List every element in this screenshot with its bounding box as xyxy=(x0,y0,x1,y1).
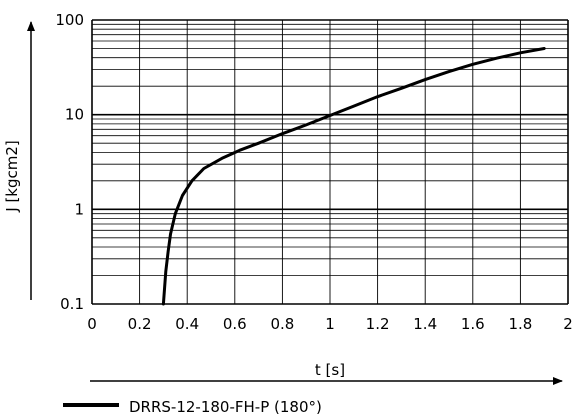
y-tick-label: 0.1 xyxy=(60,295,84,313)
x-tick-label: 1.2 xyxy=(366,315,390,333)
y-tick-label: 1 xyxy=(74,200,84,218)
y-axis-label: J [kgcm2] xyxy=(3,140,21,213)
x-tick-label: 1.8 xyxy=(508,315,532,333)
x-tick-label: 2 xyxy=(563,315,573,333)
legend: DRRS-12-180-FH-P (180°) xyxy=(63,398,322,416)
y-tick-label: 10 xyxy=(65,106,84,124)
y-tick-label: 100 xyxy=(55,11,84,29)
x-tick-label: 0.8 xyxy=(270,315,294,333)
x-tick-label: 0.2 xyxy=(128,315,152,333)
series-line-drrs-12-180-fh-p xyxy=(161,47,546,306)
grid xyxy=(91,19,569,305)
x-tick-label: 0.4 xyxy=(175,315,199,333)
x-tick-label: 0 xyxy=(87,315,97,333)
x-axis-label: t [s] xyxy=(315,361,345,379)
x-tick-label: 1.6 xyxy=(461,315,485,333)
legend-label: DRRS-12-180-FH-P (180°) xyxy=(129,398,322,416)
x-tick-label: 0.6 xyxy=(223,315,247,333)
x-tick-label: 1.4 xyxy=(413,315,437,333)
tick-labels: 0 0.2 0.4 0.6 0.8 1 1.2 1.4 1.6 1.8 2 0.1 1 10 100 xyxy=(55,11,572,333)
x-tick-label: 1 xyxy=(325,315,335,333)
